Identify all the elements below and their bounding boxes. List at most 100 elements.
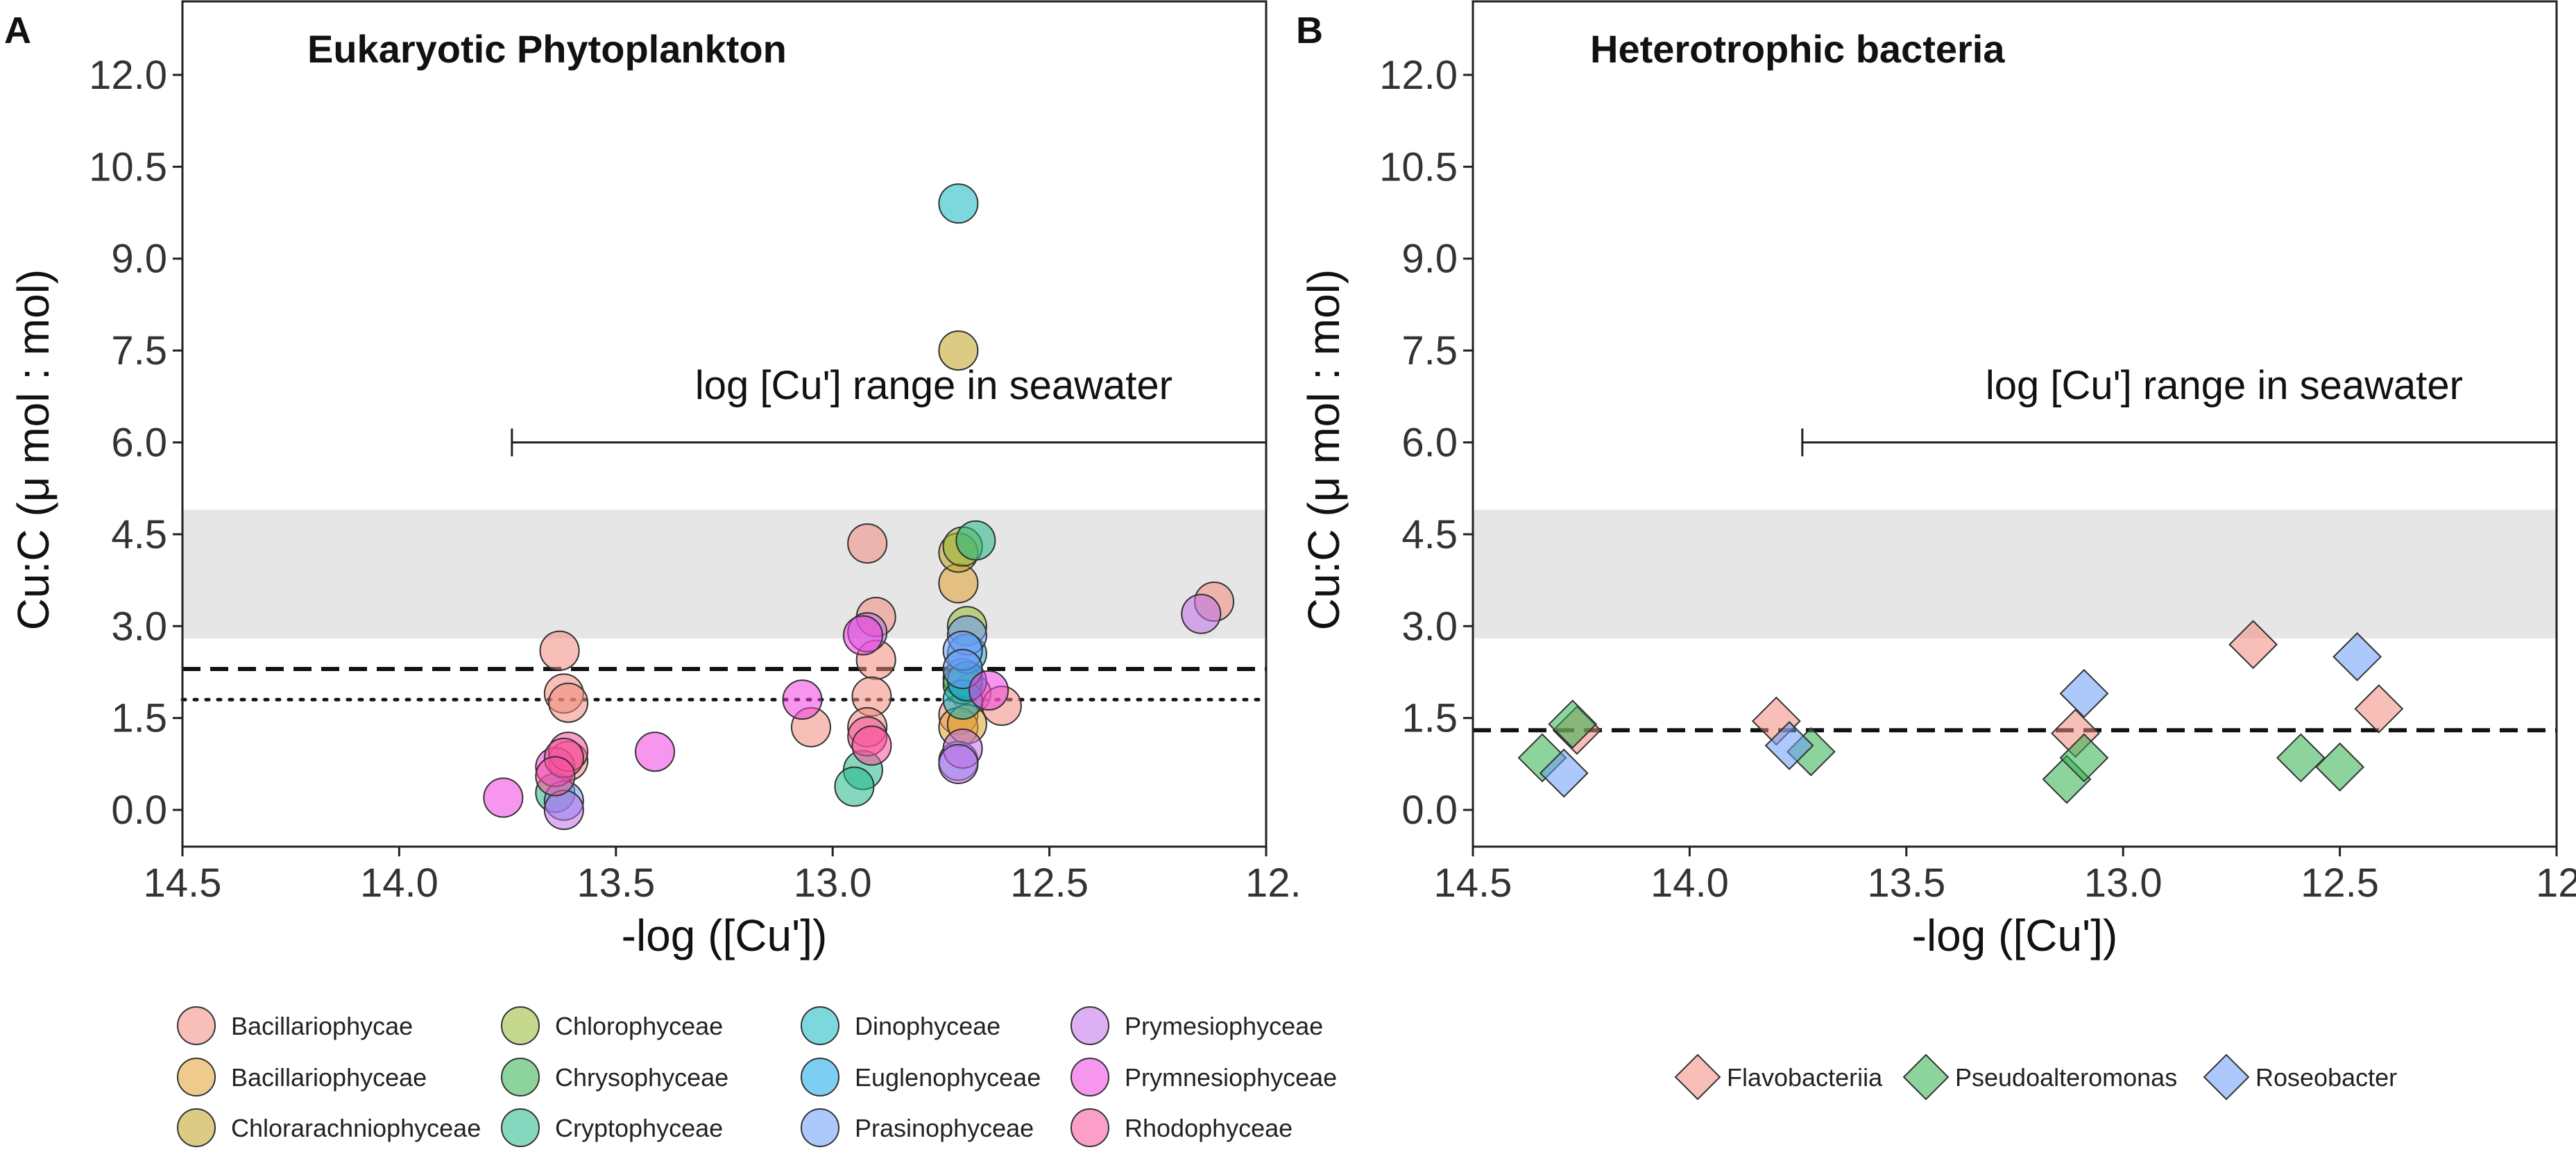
data-point <box>543 790 584 831</box>
panel-a-x-axis: 14.5 14.0 13.5 13.0 12.5 12. <box>144 847 1302 906</box>
legend-label: Chlorarachniophyceae <box>231 1114 481 1142</box>
panel-b-legend: Flavobacteriia Pseudoalteromonas Roseobact… <box>1674 1053 2397 1101</box>
data-point <box>782 679 823 720</box>
panel-b-y-axis-title: Cu:C (μ mol : mol) <box>1299 269 1349 630</box>
legend-label: Cryptophyceae <box>555 1114 723 1142</box>
y-tick-label: 3.0 <box>111 604 167 649</box>
data-point <box>1539 748 1589 798</box>
panel-b-x-axis-title: -log ([Cu']) <box>1912 910 2118 960</box>
data-point <box>548 682 589 723</box>
panel-a-y-axis: 0.0 1.5 3.0 4.5 6.0 7.5 9.0 10.5 12.0 <box>89 53 182 833</box>
x-tick-label: 14.5 <box>1434 861 1512 906</box>
panel-b-range-bar <box>1801 428 2557 457</box>
panel-b-letter: B <box>1296 10 1323 51</box>
legend-swatch <box>1071 1108 1109 1147</box>
data-point <box>483 777 524 818</box>
y-tick-label: 0.0 <box>111 788 167 833</box>
data-point <box>938 330 979 371</box>
y-tick-label: 7.5 <box>1401 328 1458 373</box>
legend-label: Chlorophyceae <box>555 1012 723 1040</box>
legend-swatch <box>1902 1053 1950 1101</box>
legend-label: Roseobacter <box>2255 1063 2397 1092</box>
x-tick-label: 12. <box>2536 861 2576 906</box>
data-point <box>851 725 892 766</box>
data-point <box>2354 684 2404 734</box>
legend-swatch <box>801 1058 839 1096</box>
y-tick-label: 9.0 <box>111 237 167 282</box>
y-tick-label: 1.5 <box>1401 696 1458 741</box>
x-tick-label: 13.0 <box>794 861 872 906</box>
panel-b-title: Heterotrophic bacteria <box>1590 27 2005 71</box>
x-tick-label: 14.0 <box>1650 861 1729 906</box>
y-tick-label: 0.0 <box>1401 788 1458 833</box>
panel-a-range-label: log [Cu'] range in seawater <box>695 363 1172 408</box>
panel-b: B log [Cu'] range in seawater Heterotrop… <box>1296 0 2576 1101</box>
data-point <box>938 743 979 784</box>
legend-swatch <box>177 1006 216 1045</box>
legend-swatch <box>801 1006 839 1045</box>
data-point <box>539 630 580 671</box>
legend-label: Prasinophyceae <box>855 1114 1034 1142</box>
data-point <box>938 183 979 224</box>
legend-label: Prymnesiophyceae <box>1125 1063 1337 1092</box>
panel-a-legend: Bacillariophycae Chlorophyceae Dinophyceae… <box>177 1006 1337 1147</box>
legend-swatch <box>177 1058 216 1096</box>
legend-label: Bacillariophyceae <box>231 1063 427 1092</box>
data-point <box>969 670 1009 711</box>
legend-swatch <box>177 1108 216 1147</box>
panel-b-shaded-band <box>1473 509 2557 638</box>
data-point <box>2059 668 2109 718</box>
x-tick-label: 14.0 <box>360 861 438 906</box>
panel-a-y-axis-title: Cu:C (μ mol : mol) <box>8 269 58 630</box>
data-point <box>2059 733 2109 783</box>
data-point <box>2315 742 2365 792</box>
panel-a-title: Eukaryotic Phytoplankton <box>307 27 787 71</box>
legend-swatch <box>501 1058 540 1096</box>
y-tick-label: 4.5 <box>1401 512 1458 557</box>
legend-swatch <box>801 1108 839 1147</box>
y-tick-label: 7.5 <box>111 328 167 373</box>
data-point <box>1764 720 1814 770</box>
data-point <box>1548 700 1598 749</box>
panel-b-y-axis: 0.0 1.5 3.0 4.5 6.0 7.5 9.0 10.5 12.0 <box>1379 53 1473 833</box>
legend-swatch <box>1674 1053 1721 1101</box>
panel-a-shaded-band <box>182 509 1266 638</box>
legend-label: Flavobacteriia <box>1727 1063 1883 1092</box>
legend-swatch <box>1071 1058 1109 1096</box>
x-tick-label: 12.5 <box>1010 861 1089 906</box>
legend-swatch <box>501 1108 540 1147</box>
legend-label: Rhodophyceae <box>1125 1114 1293 1142</box>
data-point <box>834 766 875 807</box>
panel-b-range-label: log [Cu'] range in seawater <box>1986 363 2463 408</box>
panel-b-data-points <box>1517 620 2404 804</box>
legend-swatch <box>1071 1006 1109 1045</box>
panel-b-x-axis: 14.5 14.0 13.5 13.0 12.5 12. <box>1434 847 2576 906</box>
legend-swatch <box>2203 1053 2250 1101</box>
panel-a: A log [Cu'] range in seawater Eukaryotic… <box>4 0 1337 1147</box>
panel-b-frame <box>1472 0 2558 848</box>
legend-label: Dinophyceae <box>855 1012 1000 1040</box>
x-tick-label: 12. <box>1245 861 1302 906</box>
data-point <box>847 523 888 564</box>
x-tick-label: 12.5 <box>2301 861 2379 906</box>
x-tick-label: 14.5 <box>144 861 222 906</box>
legend-label: Prymesiophyceae <box>1125 1012 1323 1040</box>
panel-a-data-points <box>483 183 1235 831</box>
y-tick-label: 4.5 <box>111 512 167 557</box>
legend-label: Chrysophyceae <box>555 1063 728 1092</box>
data-point <box>635 731 676 772</box>
data-point <box>955 520 996 561</box>
data-point <box>535 756 576 797</box>
data-point <box>1181 593 1222 634</box>
legend-label: Pseudoalteromonas <box>1955 1063 2177 1092</box>
y-tick-label: 1.5 <box>111 696 167 741</box>
x-tick-label: 13.5 <box>577 861 655 906</box>
y-tick-label: 3.0 <box>1401 604 1458 649</box>
data-point <box>842 615 883 656</box>
y-tick-label: 6.0 <box>1401 420 1458 465</box>
y-tick-label: 12.0 <box>1379 53 1458 98</box>
y-tick-label: 12.0 <box>89 53 167 98</box>
panel-a-range-bar <box>511 428 1266 457</box>
x-tick-label: 13.0 <box>2084 861 2163 906</box>
